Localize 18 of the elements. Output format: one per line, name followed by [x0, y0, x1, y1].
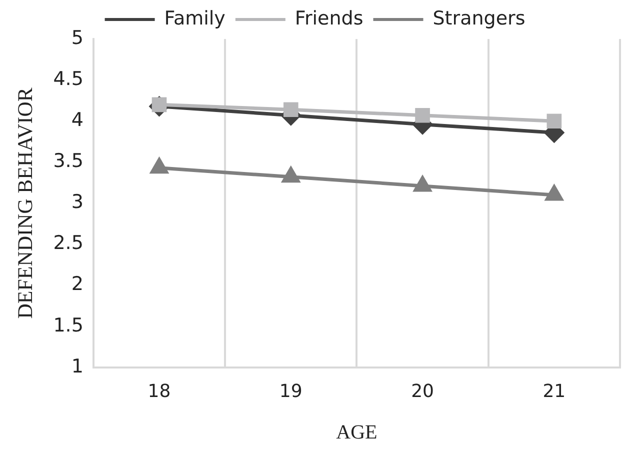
y-axis-title: DEFENDING BEHAVIOR: [13, 88, 38, 319]
y-tick-label: 4.5: [53, 68, 84, 90]
y-tick-label: 5: [71, 26, 84, 49]
x-tick-label: 18: [148, 380, 171, 402]
legend-label: Friends: [294, 7, 364, 30]
legend-label: Strangers: [432, 7, 526, 30]
y-tick-label: 2: [71, 273, 84, 296]
x-tick-label: 21: [542, 380, 566, 402]
y-tick-label: 3.5: [53, 150, 84, 172]
x-axis-title: AGE: [336, 421, 378, 444]
x-tick-label: 19: [279, 380, 302, 402]
y-tick-label: 1: [71, 355, 84, 378]
y-tick-label: 3: [71, 191, 84, 214]
y-tick-label: 4: [71, 109, 84, 132]
legend-label: Family: [164, 7, 226, 30]
x-tick-label: 20: [411, 380, 434, 402]
y-tick-label: 1.5: [53, 314, 84, 336]
y-tick-label: 2.5: [53, 232, 84, 254]
